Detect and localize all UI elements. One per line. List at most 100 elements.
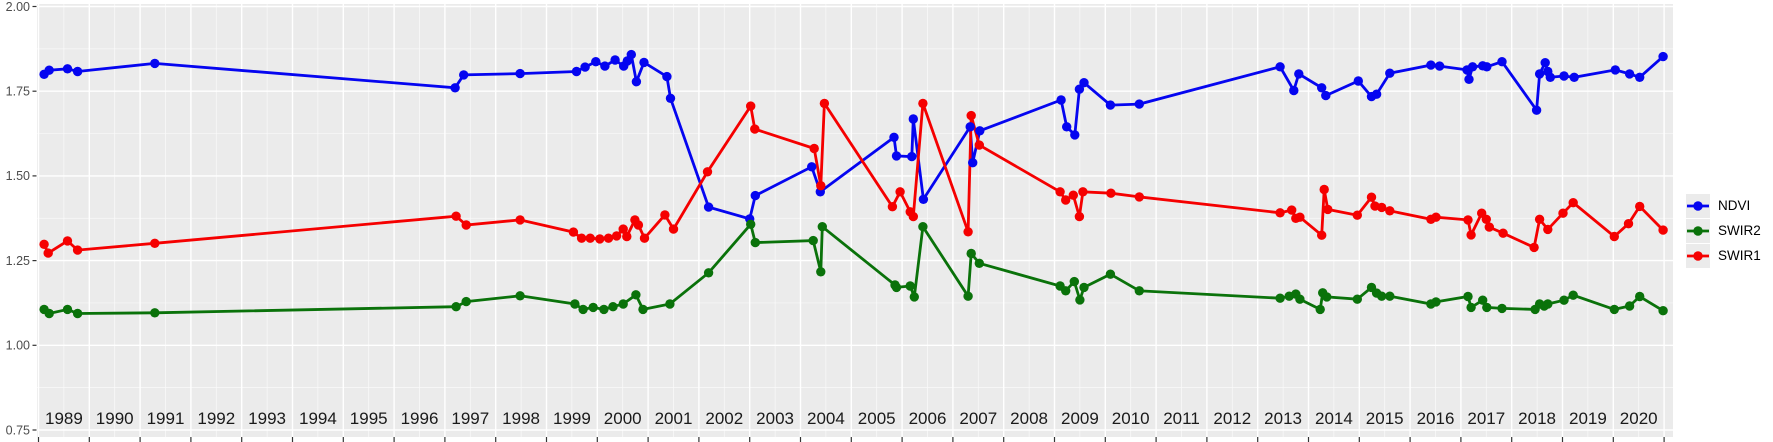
data-point [1635, 201, 1645, 212]
data-point [1385, 68, 1395, 78]
data-point [611, 231, 622, 241]
x-axis-label: 1991 [147, 409, 185, 428]
data-point [1484, 222, 1495, 232]
legend-key-swir1-icon [1686, 244, 1710, 268]
data-point [1467, 62, 1478, 72]
data-point [1431, 297, 1441, 307]
data-point [595, 234, 605, 244]
x-axis-label: 2003 [756, 409, 794, 428]
data-point [1481, 214, 1492, 224]
x-axis-label: 2013 [1264, 409, 1302, 428]
data-point [1078, 187, 1088, 197]
data-point [1558, 208, 1568, 218]
data-point [1061, 195, 1071, 205]
data-point [891, 151, 902, 161]
data-point [1658, 306, 1668, 316]
data-point [626, 49, 636, 60]
data-point [1105, 269, 1116, 279]
data-point [585, 233, 595, 243]
data-point [816, 267, 826, 277]
data-point [1624, 301, 1635, 311]
data-point [1079, 78, 1089, 88]
x-axis-label: 1995 [350, 409, 388, 428]
x-axis-label: 2004 [807, 409, 845, 428]
legend-glyph-swir2 [1687, 226, 1709, 236]
data-point [807, 162, 817, 172]
data-point [600, 61, 610, 71]
data-point [1106, 188, 1116, 198]
data-point [603, 233, 614, 243]
x-axis-label: 2006 [909, 409, 947, 428]
x-axis-label: 1993 [248, 409, 286, 428]
data-point [1463, 215, 1473, 225]
data-point [1534, 69, 1545, 79]
data-point [633, 220, 644, 230]
data-point [515, 68, 525, 79]
data-point [1317, 83, 1327, 93]
data-point [1466, 302, 1476, 313]
data-point [1559, 295, 1569, 305]
data-point [660, 210, 670, 220]
data-point [150, 58, 160, 69]
data-point [1623, 219, 1634, 229]
data-point [817, 222, 827, 232]
legend-item-ndvi: NDVI [1686, 194, 1761, 218]
data-point [591, 57, 601, 67]
data-point [608, 302, 618, 312]
data-point [746, 101, 756, 111]
data-point [1079, 282, 1089, 293]
data-point [1287, 205, 1297, 215]
x-axis-label: 2019 [1569, 409, 1607, 428]
data-point [1371, 89, 1382, 99]
data-point [599, 304, 609, 315]
data-point [1385, 206, 1395, 216]
x-axis-label: 2020 [1620, 409, 1658, 428]
data-point [1074, 84, 1085, 94]
data-point [1635, 72, 1645, 83]
data-point [1055, 187, 1065, 197]
x-axis-label: 1998 [502, 409, 540, 428]
x-axis-label: 2015 [1366, 409, 1404, 428]
data-point [576, 233, 587, 243]
data-point [1531, 105, 1542, 115]
data-point [515, 291, 525, 301]
data-point [750, 190, 760, 201]
data-point [451, 302, 461, 312]
data-point [515, 215, 525, 225]
data-point [1377, 291, 1387, 301]
data-point [1352, 294, 1363, 304]
data-point [750, 237, 760, 248]
x-axis-label: 1996 [401, 409, 439, 428]
x-axis-label: 1994 [299, 409, 337, 428]
data-point [1609, 304, 1620, 315]
data-point [908, 211, 918, 222]
data-point [1353, 76, 1364, 86]
data-point [1321, 90, 1331, 101]
data-point [1559, 71, 1569, 81]
data-point [1056, 95, 1066, 105]
data-point [816, 181, 826, 191]
data-point [1074, 211, 1085, 222]
data-point [968, 158, 978, 168]
data-point [450, 83, 460, 93]
data-point [622, 231, 632, 242]
data-point [451, 211, 461, 221]
y-axis-label: 2.00 [6, 0, 30, 14]
data-point [908, 114, 918, 124]
data-point [965, 122, 975, 132]
data-point [1134, 192, 1145, 202]
data-point [668, 224, 679, 234]
data-point [809, 143, 819, 154]
data-point [62, 304, 73, 315]
data-point [1497, 303, 1507, 314]
x-axis-label: 1990 [96, 409, 134, 428]
y-axis-label: 1.25 [6, 254, 30, 268]
data-point [631, 77, 642, 87]
data-point [889, 132, 899, 142]
data-point [150, 308, 160, 318]
data-point [1075, 295, 1085, 305]
y-axis-label: 0.75 [6, 423, 30, 437]
data-point [618, 299, 628, 309]
data-point [461, 220, 471, 230]
data-point [461, 296, 471, 307]
